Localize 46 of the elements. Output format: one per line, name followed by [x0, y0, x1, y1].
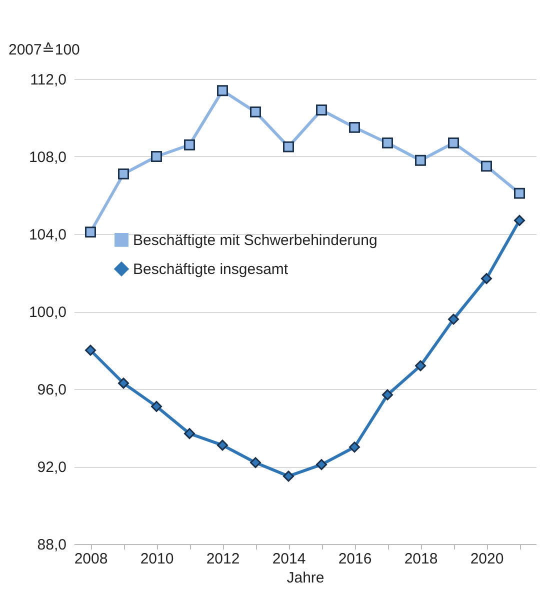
point — [481, 160, 492, 172]
point — [514, 214, 525, 226]
x-tick-label: 2014 — [272, 550, 306, 568]
point — [316, 104, 327, 116]
y-tick-label: 112,0 — [30, 72, 66, 88]
point — [448, 314, 459, 325]
point — [448, 137, 459, 148]
point — [217, 85, 228, 96]
y-axis-title: 2007≙100 — [8, 42, 80, 58]
point — [151, 151, 162, 162]
legend-label: Beschäftigte insgesamt — [133, 260, 289, 278]
point — [184, 428, 195, 440]
point — [349, 122, 360, 133]
y-tick-label: 92,0 — [37, 459, 66, 476]
point — [250, 457, 261, 468]
y-tick-label: 108,0 — [28, 149, 66, 166]
x-tick-label: 2010 — [140, 550, 174, 568]
point — [382, 137, 393, 148]
x-tick-label: 2016 — [338, 550, 372, 568]
x-axis-title: Jahre — [286, 570, 324, 586]
point — [382, 389, 393, 400]
point — [316, 459, 327, 470]
x-tick-label: 2012 — [206, 550, 240, 568]
point — [217, 440, 228, 451]
point — [481, 273, 492, 284]
point — [514, 188, 525, 199]
x-tick-label: 2018 — [404, 550, 438, 568]
point — [349, 442, 360, 453]
point — [184, 139, 195, 150]
x-tick-label: 2020 — [470, 550, 504, 568]
point — [85, 344, 96, 356]
point — [283, 470, 294, 482]
x-tick-label: 2008 — [74, 550, 108, 568]
y-tick-label: 100,0 — [28, 304, 66, 321]
point — [415, 360, 426, 372]
point — [250, 106, 261, 118]
y-tick-label: 88,0 — [37, 536, 66, 554]
point — [415, 154, 426, 166]
legend-label: Beschäftigte mit Schwerbehinderung — [133, 232, 378, 249]
point — [283, 141, 294, 152]
point — [85, 226, 96, 238]
y-tick-label: 104,0 — [28, 226, 66, 244]
point — [118, 378, 129, 389]
point — [118, 168, 129, 180]
y-tick-label: 96,0 — [37, 382, 66, 398]
point — [151, 400, 162, 412]
